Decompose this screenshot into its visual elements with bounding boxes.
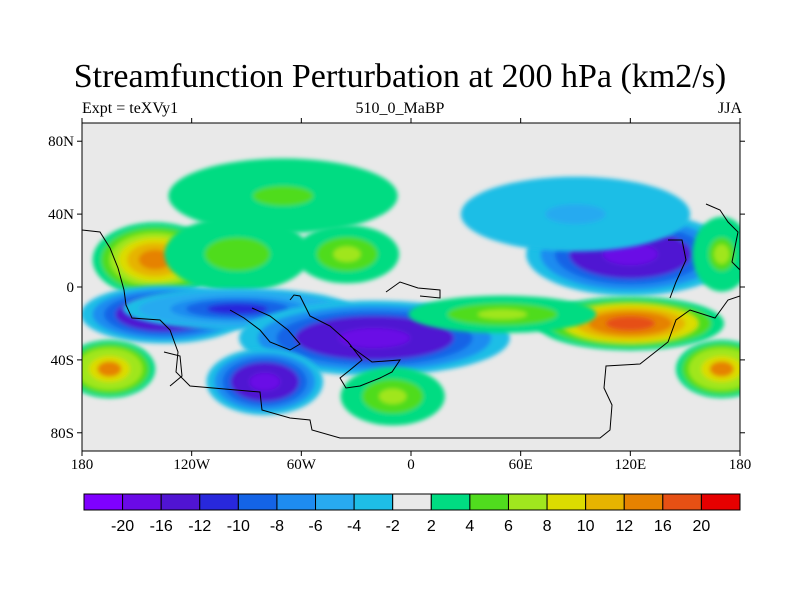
contour-level: [379, 388, 407, 404]
contour-level: [97, 361, 122, 377]
x-tick-label: 120W: [173, 457, 211, 473]
colorbar-swatch: [315, 493, 355, 511]
x-tick-label: 180: [729, 457, 752, 473]
experiment-label: Expt = teXVy1: [82, 100, 179, 117]
anomaly-cell: [460, 176, 691, 252]
y-tick-label: 80N: [48, 134, 74, 150]
anomaly-cell: [526, 212, 735, 296]
colorbar-label: 12: [615, 518, 633, 535]
contour-level: [207, 303, 268, 315]
x-tick-label: 0: [407, 457, 415, 473]
colorbar-swatch: [122, 493, 162, 511]
x-tick-label: 60W: [287, 457, 317, 473]
anomaly-cell: [675, 339, 740, 399]
colorbar-label: 6: [504, 518, 513, 535]
contour-level: [333, 246, 361, 262]
coastlines: [82, 203, 740, 439]
y-tick-label: 40N: [48, 207, 74, 223]
colorbar-swatch: [662, 493, 702, 511]
colorbar-label: 10: [577, 518, 595, 535]
colorbar: -20 -16 -12 -10 -8 -6 -4 -2 2 4 6 8 10 12 16 20: [83, 493, 741, 535]
anomaly-cell: [340, 367, 445, 426]
period-label: 510_0_MaBP: [355, 100, 445, 117]
contour-features: [82, 158, 740, 426]
colorbar-swatch: [585, 493, 625, 511]
colorbar-swatch: [276, 493, 317, 511]
colorbar-label: -16: [150, 518, 173, 535]
colorbar-swatch: [199, 493, 239, 511]
colorbar-swatch: [623, 493, 664, 511]
colorbar-swatch: [430, 493, 471, 511]
colorbar-swatch: [353, 493, 394, 511]
colorbar-label: -8: [270, 518, 284, 535]
colorbar-swatch: [469, 493, 509, 511]
contour-level: [338, 328, 411, 348]
contour-level: [709, 361, 734, 377]
anomaly-cell: [168, 158, 398, 234]
y-tick-label: 40S: [51, 353, 74, 369]
plot-area: [81, 122, 741, 452]
contour-level: [138, 249, 172, 270]
colorbar-label: -12: [188, 518, 211, 535]
colorbar-label: -2: [386, 518, 400, 535]
y-tick-label: 80S: [51, 426, 74, 442]
contour-level: [714, 244, 730, 265]
contour-level: [477, 309, 528, 320]
colorbar-label: 4: [465, 518, 474, 535]
contour-level: [545, 204, 606, 224]
colorbar-swatch: [507, 493, 548, 511]
colorbar-label: 2: [427, 518, 436, 535]
colorbar-swatch: [700, 493, 741, 511]
colorbar-swatch: [392, 493, 432, 511]
anomaly-cell: [164, 216, 311, 292]
colorbar-swatch: [237, 493, 278, 511]
anomaly-cell: [408, 295, 597, 334]
colorbar-label: -20: [111, 518, 134, 535]
anomaly-cell: [82, 339, 156, 399]
colorbar-label: -10: [227, 518, 250, 535]
anomaly-cell: [294, 225, 400, 284]
plot-title: Streamfunction Perturbation at 200 hPa (…: [73, 58, 727, 95]
colorbar-label: 8: [543, 518, 552, 535]
anomaly-cell: [692, 216, 740, 292]
contour-level: [218, 244, 257, 265]
x-tick-label: 120E: [614, 457, 646, 473]
anomaly-cell: [206, 348, 324, 415]
map-axes: 180 120W 60W 0 60E 120E 180 80N 40N 0 40S 80S: [48, 118, 751, 473]
colorbar-swatch: [546, 493, 587, 511]
colorbar-label: -4: [347, 518, 361, 535]
colorbar-swatch: [83, 493, 124, 511]
colorbar-label: 16: [654, 518, 672, 535]
contour-level: [252, 186, 314, 206]
colorbar-swatch: [160, 493, 201, 511]
contour-level: [605, 316, 656, 331]
season-label: JJA: [717, 100, 742, 117]
colorbar-label: -6: [308, 518, 322, 535]
y-tick-label: 0: [67, 280, 75, 296]
contour-level: [249, 373, 281, 391]
x-tick-label: 60E: [509, 457, 533, 473]
colorbar-label: 20: [693, 518, 711, 535]
x-tick-label: 180: [71, 457, 94, 473]
